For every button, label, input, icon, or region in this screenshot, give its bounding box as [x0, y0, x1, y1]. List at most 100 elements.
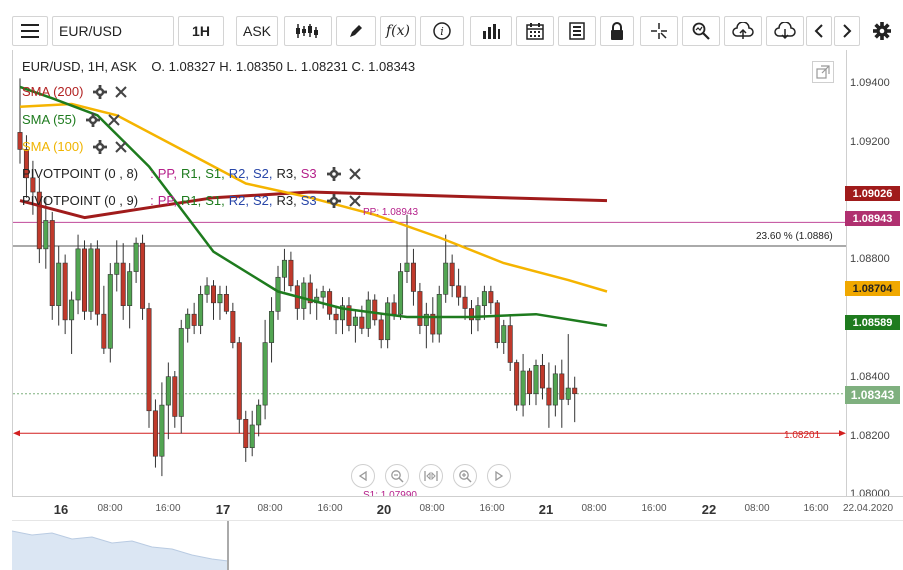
candle-down [243, 418, 249, 449]
candle-up [114, 262, 120, 275]
chart-plot-area[interactable] [12, 50, 847, 496]
candle-down [17, 132, 23, 150]
chart-type-button[interactable] [284, 16, 332, 46]
close-icon[interactable] [115, 140, 128, 153]
candle-down [146, 308, 152, 412]
candle-down [539, 365, 545, 389]
gear-icon[interactable] [326, 166, 341, 181]
candle-down [507, 325, 513, 363]
time-tick-day: 16 [53, 502, 69, 517]
chevron-right-icon [843, 24, 852, 38]
candle-down [191, 313, 197, 326]
indicators-button[interactable]: f(x) [380, 16, 416, 46]
sma100-line [19, 102, 608, 293]
indicator-sma100: SMA (100) [22, 139, 128, 154]
sma200-price-badge: 1.09026 [845, 186, 900, 201]
support-arrow-right [839, 430, 846, 437]
pan-left-button[interactable] [351, 464, 375, 488]
pivot-level-r2: R2, [228, 193, 249, 208]
close-icon[interactable] [108, 113, 120, 126]
candle-down [172, 376, 178, 417]
zoom-out-button[interactable] [385, 464, 409, 488]
scroll-right-button[interactable] [834, 16, 860, 46]
time-tick: 16:00 [641, 503, 667, 514]
navigator-panel[interactable] [12, 520, 903, 570]
upload-button[interactable] [724, 16, 762, 46]
candle-down [223, 294, 229, 312]
crosshair-button[interactable] [640, 16, 678, 46]
price-axis[interactable] [846, 50, 903, 496]
chevron-left-icon [814, 24, 823, 38]
candle-up [443, 262, 449, 295]
pivot-level-s2: S2, [252, 193, 273, 208]
candle-up [398, 271, 404, 315]
close-icon[interactable] [115, 85, 128, 98]
pp-line-label: PP: 1.08943 [363, 207, 419, 218]
candle-up [475, 305, 481, 321]
sma55-line [19, 85, 608, 327]
last-price-badge: 1.08343 [845, 386, 900, 404]
bar-chart-icon [483, 24, 500, 39]
time-tick: 08:00 [744, 503, 770, 514]
gear-icon[interactable] [326, 193, 341, 208]
symbol-input[interactable]: EUR/USD [52, 16, 174, 46]
time-tick: 16:00 [317, 503, 343, 514]
indicator-label: SMA (100) [22, 139, 84, 154]
zoom-button[interactable] [682, 16, 720, 46]
pivot-level-s1: S1, [205, 193, 225, 208]
pan-right-button[interactable] [487, 464, 511, 488]
candle-up [75, 248, 81, 301]
settings-button[interactable] [866, 16, 898, 46]
price-tick: 1.09400 [850, 77, 890, 89]
candle-down [514, 362, 520, 406]
gear-icon[interactable] [93, 84, 108, 99]
menu-button[interactable] [12, 16, 48, 46]
pivot-level-r3: R3, [276, 166, 297, 181]
calendar-button[interactable] [516, 16, 554, 46]
timeframe-selector[interactable]: 1H [178, 16, 224, 46]
candle-up [178, 328, 184, 417]
time-tick: 16:00 [479, 503, 505, 514]
cloud-upload-icon [732, 22, 754, 39]
support-line-label: 1.08201 [784, 430, 821, 441]
fit-icon [424, 471, 438, 481]
reset-view-button[interactable] [419, 464, 443, 488]
pivot-level-s2: S2, [252, 166, 273, 181]
bar-chart-button[interactable] [470, 16, 512, 46]
pp-price-badge: 1.08943 [845, 211, 900, 226]
lock-button[interactable] [600, 16, 634, 46]
candle-down [527, 370, 533, 395]
gear-icon[interactable] [86, 112, 101, 127]
indicator-sma55: SMA (55) [22, 112, 120, 127]
news-button[interactable] [558, 16, 596, 46]
zoom-in-icon [459, 470, 472, 483]
zoom-icon [692, 22, 710, 40]
candle-up [127, 271, 133, 306]
pivot-level-r1: R1, [180, 166, 202, 181]
pivot-level-pp: PP, [157, 193, 177, 208]
pivot-separator: : [150, 166, 154, 181]
chart-toolbar: EUR/USD 1H ASK f(x) i [0, 0, 903, 62]
price-side-selector[interactable]: ASK [236, 16, 278, 46]
gear-icon[interactable] [93, 139, 108, 154]
indicator-pivot-9: PIVOTPOINT (0 , 9) : PP, R1, S1, R2, S2,… [22, 193, 361, 208]
time-axis[interactable] [12, 496, 903, 521]
price-tick: 1.08400 [850, 371, 890, 383]
pencil-icon [350, 25, 362, 37]
info-button[interactable]: i [420, 16, 464, 46]
candle-up [352, 316, 358, 326]
maximize-button[interactable] [812, 61, 834, 83]
zoom-in-button[interactable] [453, 464, 477, 488]
scroll-left-button[interactable] [806, 16, 832, 46]
close-icon[interactable] [348, 167, 361, 180]
candle-up [204, 285, 210, 295]
candle-down [572, 387, 578, 395]
download-button[interactable] [766, 16, 804, 46]
candle-down [307, 282, 313, 304]
candle-up [275, 276, 281, 312]
draw-tool-button[interactable] [336, 16, 376, 46]
close-icon[interactable] [348, 194, 361, 207]
candle-down [49, 220, 55, 306]
candle-up [365, 299, 371, 329]
candle-up [249, 424, 255, 449]
